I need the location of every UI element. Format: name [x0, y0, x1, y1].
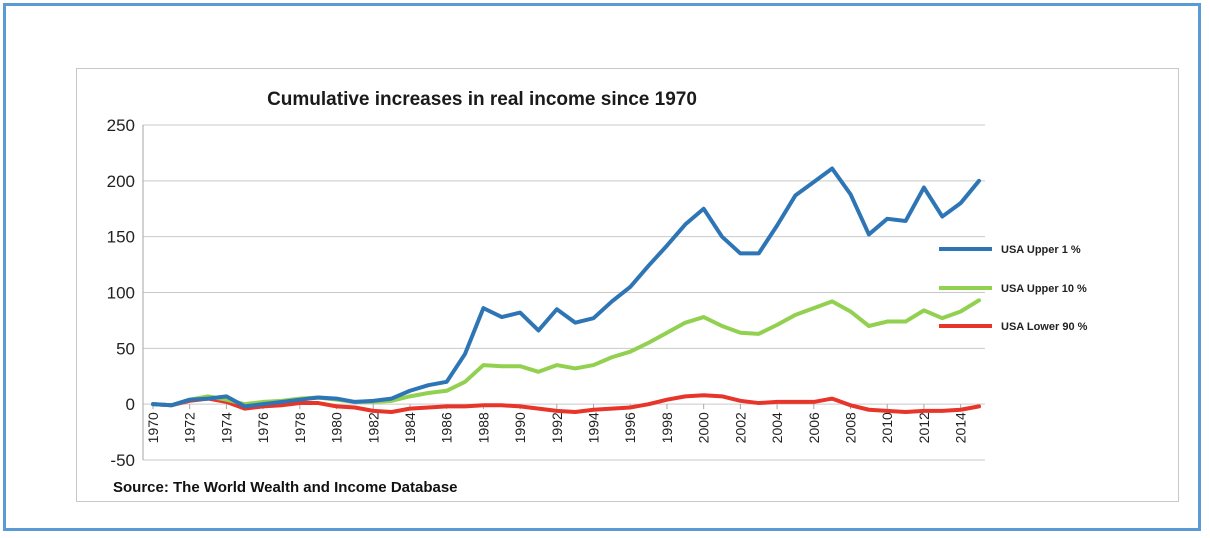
figure-frame: Cumulative increases in real income sinc… [3, 3, 1201, 531]
x-tick-label: 1970 [145, 412, 161, 443]
x-tick-label: 2012 [916, 412, 932, 443]
x-axis-ticks: 1970 1972 1974 1976 1978 1980 1982 1984 1986 1988… [145, 404, 969, 443]
x-tick-label: 1996 [622, 412, 638, 443]
x-tick-label: 2000 [696, 412, 712, 443]
y-tick-label: 200 [107, 172, 135, 191]
x-tick-label: 1980 [329, 412, 345, 443]
series-lines [151, 166, 981, 414]
x-tick-label: 2008 [843, 412, 859, 443]
x-tick-label: 1984 [402, 412, 418, 443]
x-tick-label: 1990 [512, 412, 528, 443]
x-tick-label: 2002 [732, 412, 748, 443]
x-tick-label: 1974 [218, 412, 234, 443]
x-tick-label: 2004 [769, 412, 785, 443]
x-tick-label: 1976 [255, 412, 271, 443]
y-tick-label: 100 [107, 284, 135, 303]
chart-svg: Cumulative increases in real income sinc… [107, 89, 1088, 496]
y-tick-label: -50 [110, 451, 135, 470]
x-tick-label: 1994 [586, 412, 602, 443]
x-tick-label: 1998 [659, 412, 675, 443]
x-tick-label: 1986 [439, 412, 455, 443]
y-axis-ticks: 250 200 150 100 50 0 -50 [107, 116, 135, 470]
chart-panel: Cumulative increases in real income sinc… [76, 68, 1179, 502]
source-note: Source: The World Wealth and Income Data… [113, 479, 458, 496]
x-tick-label: 2010 [879, 412, 895, 443]
x-tick-label: 1992 [549, 412, 565, 443]
chart-title: Cumulative increases in real income sinc… [267, 89, 697, 110]
legend-label: USA Upper 10 % [1001, 283, 1087, 295]
y-tick-label: 50 [116, 339, 135, 358]
y-tick-label: 0 [126, 395, 135, 414]
y-tick-label: 250 [107, 116, 135, 135]
x-tick-label: 1982 [365, 412, 381, 443]
y-tick-label: 150 [107, 228, 135, 247]
x-tick-label: 1972 [182, 412, 198, 443]
legend: USA Upper 1 % USA Upper 10 % USA Lower 90 … [939, 244, 1088, 333]
x-tick-label: 1988 [475, 412, 491, 443]
legend-label: USA Upper 1 % [1001, 244, 1081, 256]
series-line-0 [151, 166, 981, 409]
legend-label: USA Lower 90 % [1001, 321, 1088, 333]
x-tick-label: 2006 [806, 412, 822, 443]
x-tick-label: 2014 [953, 412, 969, 443]
series-line-2 [151, 393, 981, 414]
x-tick-label: 1978 [292, 412, 308, 443]
